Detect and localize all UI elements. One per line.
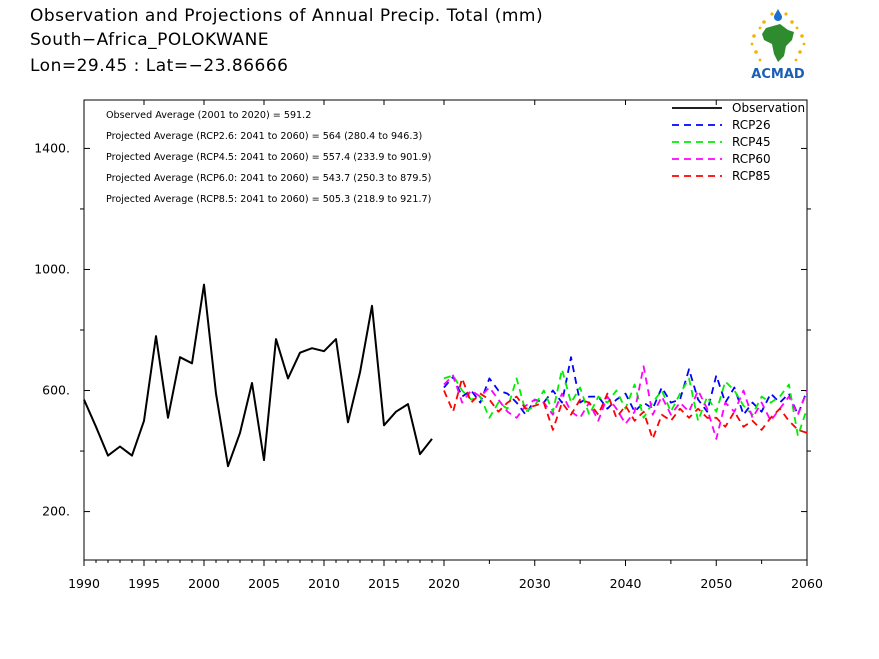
legend-label-rcp45: RCP45: [732, 135, 771, 149]
x-tick-label: 2000: [188, 576, 220, 591]
acmad-logo-text: ACMAD: [751, 67, 805, 82]
x-tick-label: 2060: [791, 576, 823, 591]
acmad-logo: ACMAD: [750, 9, 806, 82]
legend-label-rcp26: RCP26: [732, 118, 771, 132]
africa-logo-icon: ACMAD: [736, 6, 820, 82]
x-tick-label: 2015: [368, 576, 400, 591]
x-tick-label: 2005: [248, 576, 280, 591]
axis-ticks: 200. 600. 1000. 1400. 1990 1995 2000 2005 2010 20…: [34, 100, 823, 591]
legend: Observation RCP26 RCP45 RCP60 RCP85: [672, 101, 805, 183]
series-line-observation: [83, 283, 433, 468]
series-line-rcp60: [443, 365, 808, 440]
series-line-rcp85: [443, 377, 808, 440]
y-tick-label: 200.: [42, 504, 70, 519]
legend-label-observation: Observation: [732, 101, 805, 115]
x-tick-label: 2040: [610, 576, 642, 591]
series-line-rcp45: [443, 368, 808, 437]
annotation-rcp85-average: Projected Average (RCP8.5: 2041 to 2060)…: [106, 194, 431, 205]
annotation-rcp26-average: Projected Average (RCP2.6: 2041 to 2060)…: [106, 131, 422, 142]
legend-label-rcp85: RCP85: [732, 169, 771, 183]
chart-title: Observation and Projections of Annual Pr…: [30, 6, 544, 26]
x-tick-label: 1990: [68, 576, 100, 591]
annotation-rcp45-average: Projected Average (RCP4.5: 2041 to 2060)…: [106, 152, 431, 163]
x-tick-label: 2010: [308, 576, 340, 591]
annotation-rcp60-average: Projected Average (RCP6.0: 2041 to 2060)…: [106, 173, 431, 184]
series-layer: [83, 283, 808, 468]
station-coordinates: Lon=29.45 : Lat=−23.86666: [30, 56, 289, 76]
station-name: South−Africa_POLOKWANE: [30, 30, 270, 50]
series-line-rcp26: [443, 356, 808, 416]
x-tick-label: 1995: [128, 576, 160, 591]
y-tick-label: 1400.: [34, 140, 70, 155]
legend-label-rcp60: RCP60: [732, 152, 771, 166]
annotation-observed-average: Observed Average (2001 to 2020) = 591.2: [106, 110, 311, 121]
y-tick-label: 600.: [42, 383, 70, 398]
y-tick-label: 1000.: [34, 261, 70, 276]
annotations: Observed Average (2001 to 2020) = 591.2 …: [106, 110, 431, 205]
plot-frame: [83, 99, 808, 561]
x-tick-label: 2020: [428, 576, 460, 591]
x-tick-label: 2030: [519, 576, 551, 591]
x-tick-label: 2050: [700, 576, 732, 591]
